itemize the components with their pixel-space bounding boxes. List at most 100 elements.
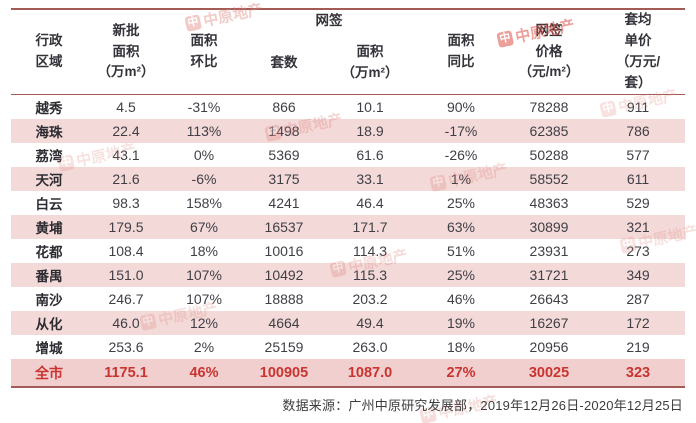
total-area-yoy: 27%	[415, 359, 507, 388]
total-new-area: 1175.1	[87, 359, 165, 388]
cell-new-area: 22.4	[112, 123, 140, 139]
cell-units: 25159	[264, 339, 304, 355]
cell-sign-area: 18.9	[356, 123, 384, 139]
cell-new-area: 246.7	[108, 291, 144, 307]
cell-area-mom: 2%	[193, 339, 215, 355]
cell-area-yoy: -26%	[444, 147, 478, 163]
cell-area-yoy: -17%	[444, 123, 478, 139]
cell-avg-price: 611	[626, 171, 650, 187]
cell-area-mom: 67%	[189, 219, 219, 235]
cell-sign-price: 20956	[529, 339, 569, 355]
cell-district: 越秀	[35, 101, 63, 116]
cell-avg-price: 321	[626, 219, 650, 235]
table-row: 白云 98.3 158% 4241 46.4 25% 48363 529	[11, 191, 685, 215]
cell-district: 从化	[35, 317, 63, 332]
cell-area-mom: -6%	[191, 171, 217, 187]
cell-area-mom: 0%	[193, 147, 215, 163]
cell-avg-price: 172	[626, 315, 650, 331]
total-area-mom: 46%	[165, 359, 243, 388]
cell-area-mom: 12%	[189, 315, 219, 331]
cell-avg-price: 273	[626, 243, 650, 259]
cell-units: 4241	[268, 195, 300, 211]
cell-area-yoy: 46%	[446, 291, 476, 307]
cell-area-mom: 18%	[189, 243, 219, 259]
cell-area-yoy: 19%	[446, 315, 476, 331]
cell-district: 白云	[35, 197, 63, 212]
cell-units: 3175	[268, 171, 300, 187]
cell-sign-area: 114.3	[353, 243, 387, 259]
cell-area-mom: -31%	[187, 99, 221, 115]
total-district: 全市	[11, 359, 87, 388]
table-header: 行政 区域 新批 面积 （万m²） 面积 环比 网签 面积 同比 网签 价格 （…	[11, 9, 685, 95]
cell-units: 4664	[268, 315, 300, 331]
cell-sign-area: 171.7	[352, 219, 388, 235]
cell-avg-price: 287	[626, 291, 650, 307]
header-sign-price: 网签 价格 （元/m²）	[507, 9, 591, 95]
table-row: 天河 21.6 -6% 3175 33.1 1% 58552 611	[11, 167, 685, 191]
cell-new-area: 253.6	[108, 339, 144, 355]
cell-area-yoy: 51%	[446, 243, 476, 259]
cell-sign-area: 61.6	[356, 147, 384, 163]
cell-new-area: 21.6	[112, 171, 140, 187]
header-online-sign-group: 网签	[315, 12, 343, 28]
cell-sign-area: 10.1	[356, 99, 384, 115]
stats-table: 行政 区域 新批 面积 （万m²） 面积 环比 网签 面积 同比 网签 价格 （…	[11, 8, 685, 388]
cell-new-area: 98.3	[112, 195, 140, 211]
cell-area-yoy: 1%	[450, 171, 472, 187]
cell-district: 荔湾	[35, 149, 63, 164]
cell-sign-price: 26643	[529, 291, 569, 307]
header-area-mom: 面积 环比	[165, 9, 243, 95]
cell-sign-price: 50288	[529, 147, 569, 163]
cell-district: 南沙	[35, 293, 63, 308]
table-row: 荔湾 43.1 0% 5369 61.6 -26% 50288 577	[11, 143, 685, 167]
table-row: 海珠 22.4 113% 1498 18.9 -17% 62385 786	[11, 119, 685, 143]
cell-new-area: 108.4	[108, 243, 144, 259]
table-row: 番禺 151.0 107% 10492 115.3 25% 31721 349	[11, 263, 685, 287]
cell-sign-price: 62385	[529, 123, 569, 139]
cell-units: 10492	[264, 267, 304, 283]
cell-sign-area: 46.4	[356, 195, 384, 211]
total-units: 100905	[243, 359, 325, 388]
table-body: 越秀 4.5 -31% 866 10.1 90% 78288 911 海珠 22…	[11, 95, 685, 360]
header-area-yoy: 面积 同比	[415, 9, 507, 95]
header-new-area: 新批 面积 （万m²）	[87, 9, 165, 95]
data-source-caption: 数据来源：广州中原研究发展部，2019年12月26日-2020年12月25日	[282, 398, 683, 413]
cell-area-yoy: 18%	[446, 339, 476, 355]
header-units: 套数	[243, 32, 325, 95]
cell-area-yoy: 25%	[446, 195, 476, 211]
total-avg-price: 323	[591, 359, 685, 388]
cell-avg-price: 577	[626, 147, 650, 163]
cell-district: 花都	[35, 245, 63, 260]
cell-sign-price: 16267	[529, 315, 569, 331]
table-row: 越秀 4.5 -31% 866 10.1 90% 78288 911	[11, 95, 685, 120]
cell-area-yoy: 90%	[446, 99, 476, 115]
cell-sign-price: 31721	[529, 267, 569, 283]
cell-sign-price: 30899	[529, 219, 569, 235]
table-row: 花都 108.4 18% 10016 114.3 51% 23931 273	[11, 239, 685, 263]
cell-district: 黄埔	[35, 221, 63, 236]
cell-units: 5369	[268, 147, 300, 163]
cell-area-mom: 158%	[186, 195, 222, 211]
total-sign-price: 30025	[507, 359, 591, 388]
cell-new-area: 4.5	[116, 99, 136, 115]
cell-area-mom: 113%	[186, 123, 222, 139]
cell-district: 海珠	[35, 125, 63, 140]
cell-sign-area: 49.4	[356, 315, 384, 331]
header-avg-unit-price: 套均 单价 （万元/ 套）	[591, 9, 685, 95]
cell-area-yoy: 25%	[446, 267, 476, 283]
header-sign-area: 面积 （万m²）	[325, 32, 415, 95]
table-row: 南沙 246.7 107% 18888 203.2 46% 26643 287	[11, 287, 685, 311]
cell-sign-area: 115.3	[353, 267, 387, 283]
cell-avg-price: 911	[626, 99, 650, 115]
cell-sign-price: 78288	[529, 99, 569, 115]
cell-sign-area: 33.1	[356, 171, 384, 187]
cell-district: 增城	[35, 341, 63, 356]
cell-district: 番禺	[35, 269, 63, 284]
cell-units: 866	[272, 99, 296, 115]
cell-sign-price: 58552	[529, 171, 569, 187]
cell-sign-price: 23931	[529, 243, 569, 259]
cell-units: 18888	[264, 291, 304, 307]
cell-units: 10016	[264, 243, 304, 259]
cell-new-area: 46.0	[112, 315, 140, 331]
